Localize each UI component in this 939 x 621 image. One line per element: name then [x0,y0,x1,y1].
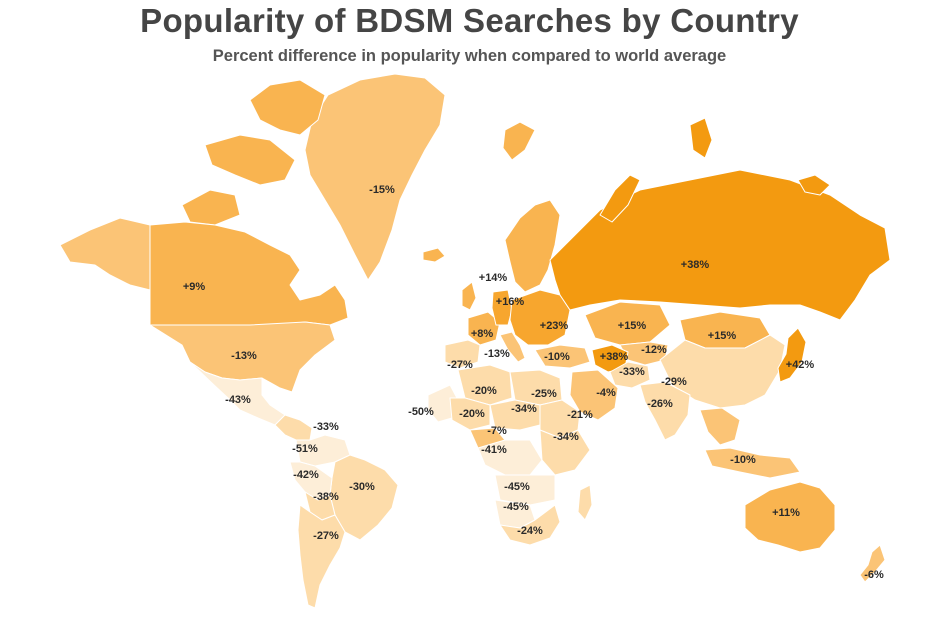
region-alaska[interactable] [59,217,151,291]
value-label-nigeria: -7% [487,425,507,437]
region-australia[interactable] [744,481,836,553]
region-scandinavia[interactable] [504,199,561,293]
value-label-canada: +9% [183,281,206,293]
region-canada-arctic-3[interactable] [181,189,241,226]
value-label-peru: -42% [293,469,319,481]
region-germany[interactable] [491,289,513,326]
value-label-congo: -41% [481,444,507,456]
region-congo[interactable] [477,439,543,476]
region-madagascar[interactable] [577,484,593,521]
region-central-america[interactable] [274,414,313,441]
value-label-usa: -13% [231,350,257,362]
value-label-spain: -27% [447,359,473,371]
region-southeast-asia[interactable] [699,407,741,446]
region-turkey[interactable] [534,344,591,369]
value-label-australia: +11% [772,507,800,519]
region-spain[interactable] [444,339,481,369]
region-canada[interactable] [149,221,349,326]
value-label-germany: +16% [496,296,525,308]
value-labels: -15% +9% -13% -43% -33% -51% -42% -30% -38% -27% +… [183,184,884,581]
region-russia[interactable] [549,169,891,321]
value-label-new-zealand: -6% [864,569,884,581]
region-chukotka[interactable] [797,174,831,196]
value-label-afghanistan: -33% [619,366,645,378]
value-label-colombia: -51% [292,443,318,455]
value-label-central-america: -33% [313,421,339,433]
value-label-west-africa-coast: -50% [408,406,434,418]
region-mali[interactable] [449,397,491,431]
region-eastern-europe[interactable] [509,289,571,346]
region-canada-arctic-2[interactable] [204,134,296,186]
value-label-japan: +42% [786,359,815,371]
value-label-india: -26% [647,398,673,410]
value-label-south-africa: -24% [517,525,543,537]
value-label-mexico: -43% [225,394,251,406]
value-label-bolivia: -38% [313,491,339,503]
value-label-arabia: -4% [596,387,616,399]
value-label-central-asia: -12% [641,344,667,356]
value-label-argentina: -27% [313,530,339,542]
region-new-zealand[interactable] [859,544,886,583]
region-arabia[interactable] [569,369,619,421]
value-label-scandinavia: +14% [479,272,508,284]
value-label-france: +8% [471,328,494,340]
region-russia-islands[interactable] [599,174,641,223]
page-title: Popularity of BDSM Searches by Country [140,2,799,39]
country-shapes [59,73,891,609]
value-label-eastern-europe: +23% [540,320,569,332]
value-label-mali: -20% [459,408,485,420]
value-label-iran-region: +38% [600,351,629,363]
value-label-mongolia: +15% [708,330,737,342]
region-zambia[interactable] [494,474,556,506]
region-india[interactable] [639,381,691,441]
value-label-russia: +38% [681,259,710,271]
region-iceland[interactable] [422,247,446,263]
value-label-italy: -13% [484,348,510,360]
region-south-africa[interactable] [499,504,561,546]
value-label-algeria: -20% [471,385,497,397]
value-label-east-africa: -34% [553,431,579,443]
value-label-zambia: -45% [504,481,530,493]
region-mexico[interactable] [189,361,286,426]
value-label-china: -29% [661,376,687,388]
region-argentina[interactable] [297,504,346,609]
region-france[interactable] [467,311,501,346]
value-label-libya: -25% [531,388,557,400]
value-label-greenland: -15% [369,184,395,196]
region-kazakhstan[interactable] [584,301,671,346]
region-uk[interactable] [461,281,477,311]
region-indonesia[interactable] [704,447,801,479]
value-label-southeast-asia: -10% [730,454,756,466]
value-label-namibia: -45% [503,501,529,513]
region-greenland[interactable] [304,73,446,281]
value-label-brazil: -30% [349,481,375,493]
value-label-turkey: -10% [544,351,570,363]
value-label-sudan: -21% [567,409,593,421]
page-subtitle: Percent difference in popularity when co… [212,47,727,65]
region-novaya-zemlya[interactable] [689,117,713,159]
region-canada-arctic[interactable] [249,79,326,136]
value-label-kazakhstan: +15% [618,320,647,332]
region-svalbard[interactable] [502,121,536,161]
region-east-africa[interactable] [539,429,591,476]
region-japan[interactable] [777,327,807,383]
value-label-chad: -34% [511,403,537,415]
region-italy[interactable] [499,331,526,363]
